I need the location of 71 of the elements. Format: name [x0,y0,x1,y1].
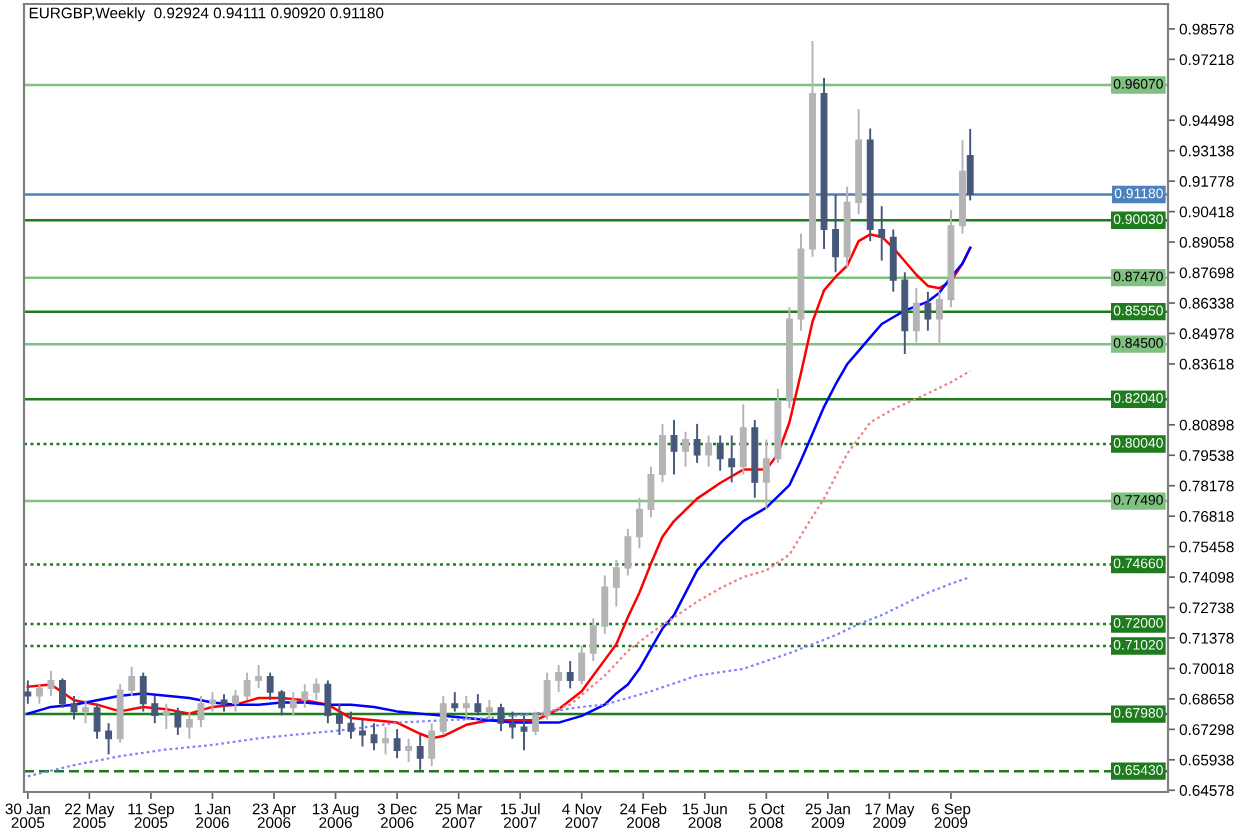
candlestick [935,290,943,346]
candlestick [624,527,632,577]
candlestick [497,702,505,733]
candlestick [889,228,897,293]
candlestick [532,710,539,736]
candlestick [301,683,309,709]
candlestick [162,702,170,731]
candlestick [705,434,713,468]
candlestick [428,722,436,767]
candlestick [70,694,78,721]
candlestick [197,694,205,729]
candlestick [185,710,193,740]
candlestick [589,617,597,662]
candlestick [174,706,182,736]
candlestick [232,689,239,713]
candlestick [93,702,101,740]
candlestick [739,403,747,476]
candlestick [324,679,332,725]
candlestick [601,574,609,635]
candlestick [312,677,320,701]
candlestick [128,665,136,697]
candlestick [635,496,643,550]
candlestick [382,726,389,756]
candlestick [82,699,89,725]
candlestick [451,691,459,713]
candlestick [393,728,401,760]
candlestick [762,438,770,511]
candlestick [105,722,113,756]
candlestick [462,694,470,721]
candlestick [266,671,274,701]
candlestick [878,205,886,262]
candlestick [612,559,620,608]
candlestick [278,689,286,717]
line-series [26,575,972,778]
candlestick [555,664,563,694]
candlestick [566,660,574,690]
candlestick [832,193,840,274]
line-series [534,369,972,717]
candlestick [682,430,690,468]
candlestick [924,290,932,332]
candlestick [416,733,424,771]
candlestick [139,671,147,713]
candlestick [359,718,366,748]
candlestick [647,465,655,519]
candlestick [24,679,32,705]
candlestick [509,710,516,740]
candlestick [912,286,920,344]
candlestick [578,644,586,686]
candlestick [151,694,159,725]
candlestick [716,434,724,472]
candlestick [255,664,263,690]
candlestick [335,702,343,736]
candlestick [47,669,55,697]
candlestick [59,677,66,709]
candlestick [209,691,216,713]
candlestick [670,419,678,476]
candlestick [693,422,701,464]
candlestick [474,693,482,717]
candlestick [520,714,528,752]
candlestick [405,737,413,764]
candlestick [35,683,43,705]
candlestick [347,710,355,740]
candlestick [543,671,551,721]
candlestick [243,671,251,701]
candlestick [728,434,736,484]
candlestick [485,699,493,721]
candlestick [659,422,666,484]
candlestick [289,691,297,717]
candlestick [966,127,974,202]
candlestick [439,694,447,736]
candlestick [370,722,378,752]
